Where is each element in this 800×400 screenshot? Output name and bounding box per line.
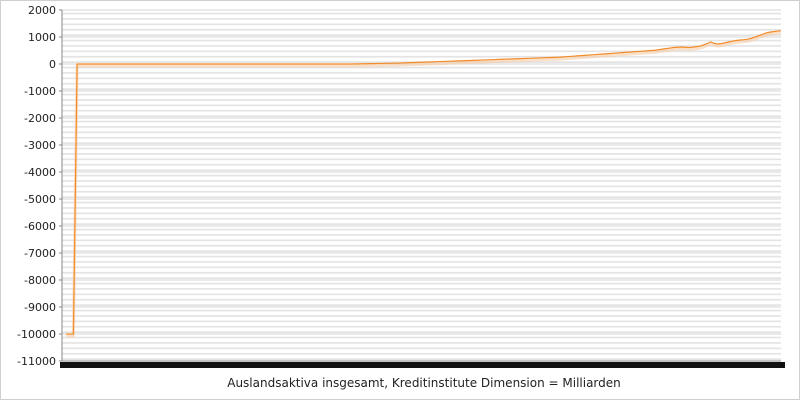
grid-band — [62, 304, 781, 306]
y-tick-label: 1000 — [28, 31, 56, 44]
grid-band — [62, 142, 781, 144]
grid-band — [62, 153, 781, 155]
grid-band — [62, 309, 781, 312]
chart-grid — [62, 9, 781, 362]
grid-band — [62, 12, 781, 15]
grid-band — [62, 223, 781, 225]
grid-band — [62, 201, 781, 204]
grid-band — [62, 180, 781, 182]
grid-band — [62, 228, 781, 231]
grid-band — [62, 185, 781, 188]
y-tick-label: -11000 — [17, 355, 56, 368]
y-tick-label: -9000 — [24, 301, 56, 314]
grid-band — [62, 282, 781, 285]
y-tick-label: -6000 — [24, 220, 56, 233]
y-tick-label: -7000 — [24, 247, 56, 260]
grid-band — [62, 136, 781, 139]
grid-band — [62, 104, 781, 107]
grid-band — [62, 126, 781, 128]
series-line — [66, 30, 782, 335]
y-tick-label: -8000 — [24, 274, 56, 287]
grid-band — [62, 207, 781, 209]
grid-band — [62, 93, 781, 96]
grid-band — [62, 82, 781, 85]
grid-band — [62, 352, 781, 355]
grid-band — [62, 190, 781, 193]
grid-band — [62, 298, 781, 301]
grid-band — [62, 358, 781, 360]
grid-band — [62, 325, 781, 328]
y-tick-label: -10000 — [17, 328, 56, 341]
grid-band — [62, 99, 781, 101]
grid-band — [62, 234, 781, 236]
y-tick-label: -1000 — [24, 85, 56, 98]
grid-band — [62, 88, 781, 90]
grid-band — [62, 18, 781, 20]
grid-band — [62, 336, 781, 339]
x-axis — [60, 360, 785, 368]
series-band — [66, 31, 782, 338]
grid-band — [62, 320, 781, 323]
grid-band — [62, 169, 781, 171]
y-tick-label: -3000 — [24, 139, 56, 152]
grid-band — [62, 55, 781, 58]
grid-band — [62, 50, 781, 53]
grid-band — [62, 109, 781, 112]
grid-band — [62, 77, 781, 80]
grid-band — [62, 347, 781, 350]
grid-band — [62, 120, 781, 123]
x-axis-label: Auslandsaktiva insgesamt, Kreditinstitut… — [227, 376, 621, 390]
y-tick-label: -4000 — [24, 166, 56, 179]
y-axis: 2000 1000 0 -1000 -2000 -3000 -4000 -5000 -6000 -… — [17, 4, 63, 368]
y-tick-label: -5000 — [24, 193, 56, 206]
grid-band — [62, 174, 781, 177]
grid-band — [62, 23, 781, 26]
grid-band — [62, 288, 781, 290]
grid-band — [62, 212, 781, 215]
grid-band — [62, 217, 781, 220]
grid-band — [62, 39, 781, 42]
grid-band — [62, 45, 781, 47]
grid-band — [62, 147, 781, 150]
grid-band — [62, 34, 781, 36]
grid-band — [62, 196, 781, 198]
grid-band — [62, 293, 781, 296]
y-tick-label: 2000 — [28, 4, 56, 17]
grid-band — [62, 158, 781, 161]
x-tick-band — [60, 362, 785, 368]
grid-band — [62, 271, 781, 274]
y-tick-label: -2000 — [24, 112, 56, 125]
grid-band — [62, 250, 781, 252]
grid-band — [62, 239, 781, 242]
grid-band — [62, 255, 781, 258]
chart-series — [66, 30, 782, 338]
grid-band — [62, 244, 781, 247]
grid-band — [62, 66, 781, 69]
grid-band — [62, 342, 781, 344]
y-tick-label: 0 — [49, 58, 56, 71]
grid-band — [62, 315, 781, 317]
grid-band — [62, 72, 781, 74]
grid-band — [62, 115, 781, 117]
grid-band — [62, 163, 781, 166]
grid-band — [62, 261, 781, 263]
grid-band — [62, 331, 781, 333]
grid-band — [62, 131, 781, 134]
grid-band — [62, 266, 781, 269]
grid-band — [62, 28, 781, 31]
grid-band — [62, 277, 781, 279]
